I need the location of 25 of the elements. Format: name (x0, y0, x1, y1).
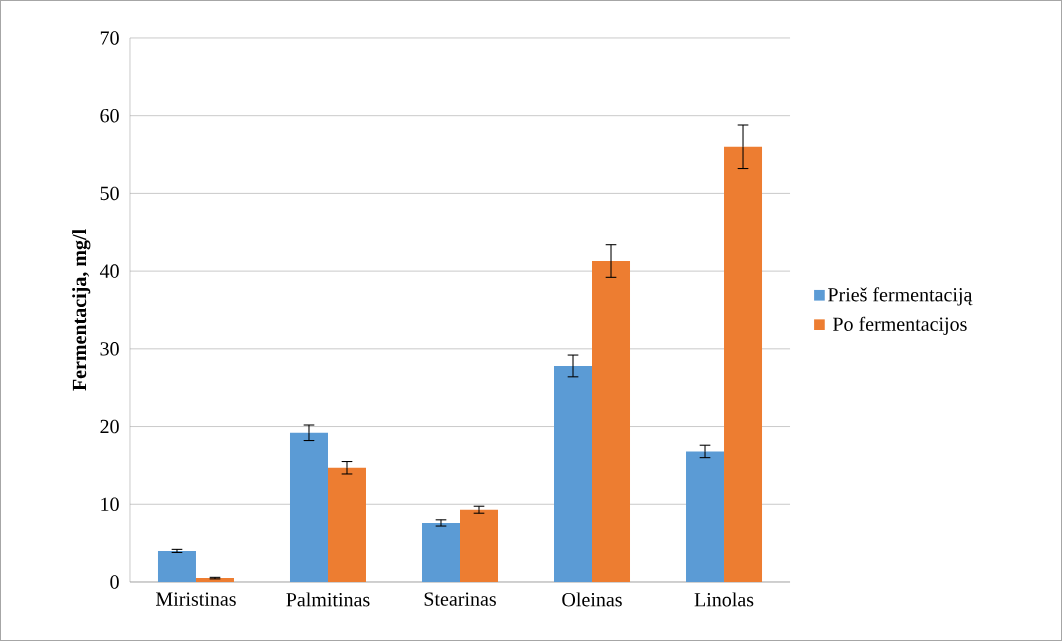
bar (422, 522, 460, 583)
bar (686, 451, 725, 583)
y-tick-label: 0 (110, 575, 119, 589)
bar (327, 467, 366, 583)
legend-label: Po fermentacijos (832, 316, 967, 336)
bar (554, 365, 593, 583)
bar (157, 550, 196, 583)
x-tick-label: Stearinas (424, 592, 496, 606)
x-tick-label: Oleinas (562, 592, 622, 607)
y-axis-title: Fermentacija, mg/l (72, 229, 91, 391)
y-tick-label: 60 (100, 108, 119, 123)
legend-label: Prieš fermentaciją (828, 287, 973, 306)
y-tick-label: 50 (100, 186, 119, 201)
y-tick-label: 40 (99, 264, 119, 278)
y-tick-label: 70 (100, 31, 119, 45)
bar (724, 146, 763, 583)
x-tick-label: Linolas (694, 592, 754, 607)
bar (289, 432, 328, 583)
x-tick-label: Palmitinas (286, 592, 370, 607)
bar (592, 261, 631, 583)
y-tick-label: 30 (100, 342, 119, 356)
bar (460, 509, 498, 583)
x-tick-label: Miristinas (156, 592, 236, 606)
y-tick-label: 10 (101, 497, 119, 512)
y-tick-label: 20 (100, 419, 119, 434)
